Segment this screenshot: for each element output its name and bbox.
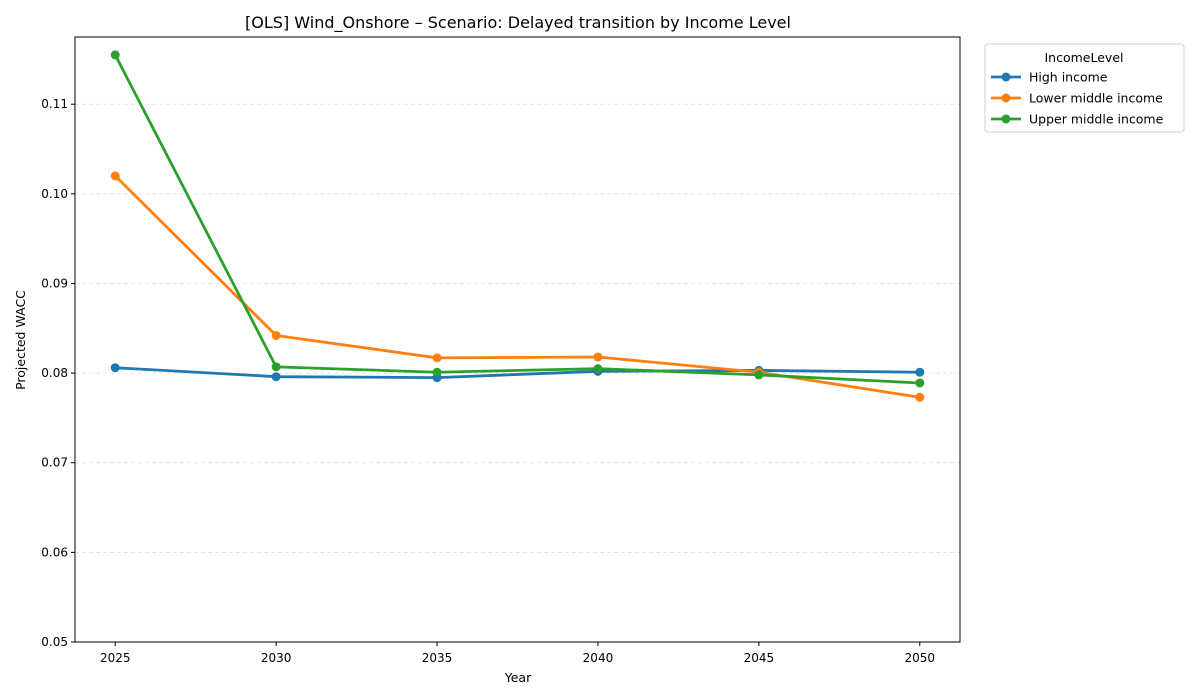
x-tick-label: 2040 <box>583 651 614 665</box>
y-tick-label: 0.11 <box>41 97 68 111</box>
chart-title: [OLS] Wind_Onshore – Scenario: Delayed t… <box>245 13 791 33</box>
legend-marker <box>1001 93 1011 103</box>
y-axis-ticks: 0.05 0.06 0.07 0.08 0.09 0.10 0.11 <box>41 97 75 649</box>
series-layer <box>110 50 925 402</box>
series-upper-middle-income <box>110 50 925 388</box>
data-point <box>432 353 442 363</box>
legend-title: IncomeLevel <box>1045 50 1124 65</box>
series-lower-middle-income <box>110 171 925 402</box>
data-point <box>915 392 925 402</box>
legend: IncomeLevel High income Lower middle inco… <box>984 43 1185 133</box>
x-axis-label: Year <box>504 670 532 685</box>
data-point <box>432 367 442 377</box>
data-point <box>110 50 120 60</box>
data-point <box>593 364 603 374</box>
legend-label: Upper middle income <box>1029 112 1164 127</box>
y-tick-label: 0.10 <box>41 187 68 201</box>
x-tick-label: 2025 <box>100 651 131 665</box>
data-point <box>915 367 925 377</box>
legend-frame <box>984 43 1185 133</box>
legend-item: Lower middle income <box>991 91 1163 106</box>
data-point <box>271 330 281 340</box>
data-point <box>271 372 281 382</box>
x-tick-label: 2035 <box>422 651 453 665</box>
x-axis-ticks: 2025 2030 2035 2040 2045 2050 <box>100 642 935 665</box>
y-axis-label: Projected WACC <box>13 290 28 390</box>
data-point <box>271 362 281 372</box>
legend-marker <box>1001 72 1011 82</box>
legend-marker <box>1001 114 1011 124</box>
data-point <box>754 370 764 380</box>
legend-label: High income <box>1029 70 1108 85</box>
legend-label: Lower middle income <box>1029 91 1163 106</box>
series-line <box>113 53 922 385</box>
data-point <box>110 171 120 181</box>
x-tick-label: 2030 <box>261 651 292 665</box>
legend-item: High income <box>991 70 1108 85</box>
series-line <box>113 366 922 379</box>
x-tick-label: 2050 <box>904 651 935 665</box>
y-tick-label: 0.06 <box>41 545 68 559</box>
x-tick-label: 2045 <box>744 651 775 665</box>
data-point <box>110 363 120 373</box>
y-tick-label: 0.08 <box>41 366 68 380</box>
y-tick-label: 0.09 <box>41 276 68 290</box>
y-tick-label: 0.07 <box>41 456 68 470</box>
legend-items: High income Lower middle income Upper midd… <box>991 70 1164 127</box>
data-point <box>915 378 925 388</box>
y-tick-label: 0.05 <box>41 635 68 649</box>
plot-area-frame <box>74 36 961 643</box>
legend-item: Upper middle income <box>991 112 1164 127</box>
data-point <box>593 352 603 362</box>
